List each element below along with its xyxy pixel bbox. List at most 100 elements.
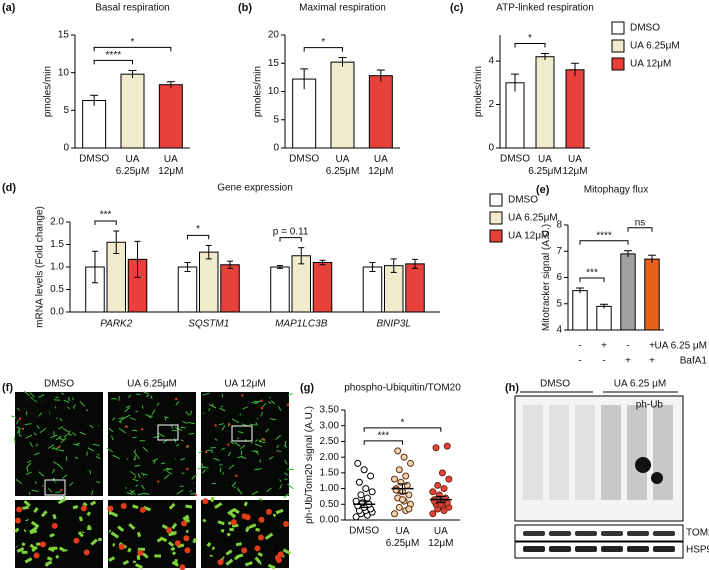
data-point: [407, 459, 414, 467]
y-tick-label: 1.5: [50, 239, 64, 250]
y-axis-label: pmoles/min: [473, 66, 484, 117]
ph-ub-spot: [80, 505, 87, 512]
hsp90-band: [549, 546, 571, 552]
tom20-band: [601, 531, 623, 536]
data-point: [405, 505, 413, 513]
row-sign: -: [602, 356, 605, 367]
significance-bracket: [303, 47, 343, 52]
lane-smear: [653, 405, 673, 500]
panel-label: (c): [450, 2, 464, 14]
ph-ub-spot: [120, 503, 127, 510]
y-tick-label: 5: [63, 105, 69, 116]
micrograph: [15, 392, 103, 496]
ph-ub-spot: [33, 552, 40, 559]
y-tick-label: 5: [556, 298, 562, 309]
blot-frame: [514, 524, 684, 542]
x-tick-label: MAP1LC3B: [275, 319, 328, 330]
bar: [565, 69, 585, 149]
ph-ub-spot: [174, 540, 181, 547]
panel-label: (b): [238, 2, 252, 14]
image-column-label: UA 6.25μM: [127, 379, 177, 390]
x-tick-label: PARK2: [100, 319, 132, 330]
ph-ub-spot: [107, 505, 114, 512]
bar: [270, 266, 290, 313]
zoom-box: [157, 424, 179, 441]
ph-ub-spot: [18, 417, 22, 420]
panel-label: (d): [2, 182, 16, 194]
hsp90-band: [653, 546, 675, 552]
row-label: UA 6.25 μM: [655, 341, 707, 352]
y-axis-label: pmoles/min: [43, 66, 54, 117]
bar: [120, 73, 145, 149]
ph-ub-spot: [186, 444, 189, 448]
significance-label: ***: [586, 268, 598, 279]
chart-title: ATP-linked respiration: [496, 3, 594, 14]
legend-label: UA 6.25μM: [508, 213, 558, 224]
ph-ub-spot: [179, 564, 186, 570]
ph-ub-spot: [124, 425, 128, 428]
row-sign: +: [649, 356, 655, 367]
x-tick-label: UA 6.25μM: [116, 154, 150, 177]
channel-label: ph-Ub: [18, 397, 46, 408]
mitochondria: [10, 390, 101, 499]
ph-ub-spot: [265, 508, 272, 515]
legend-label: UA 12μM: [508, 231, 549, 242]
y-tick-label: 6: [556, 272, 562, 283]
significance-label: *: [131, 37, 135, 48]
zoom-box: [44, 479, 66, 496]
y-tick-label: 5: [273, 114, 279, 125]
data-point: [368, 488, 376, 496]
data-point: [400, 453, 408, 461]
mitochondria: [106, 391, 198, 496]
ph-ub-spot: [260, 399, 263, 402]
lane-smear: [523, 405, 543, 500]
data-point: [395, 503, 403, 511]
data-point: [394, 447, 402, 455]
y-tick-label: 3.50: [320, 405, 340, 416]
x-tick-label: DMSO: [289, 154, 319, 165]
y-tick-label: 2.00: [320, 452, 340, 463]
ph-ub-spot: [214, 424, 217, 427]
channel-label: TOM20: [18, 410, 52, 421]
row-sign: -: [626, 341, 629, 352]
row-sign: +: [625, 356, 631, 367]
ph-ub-spot: [227, 443, 230, 446]
ph-ub-spot: [257, 534, 264, 541]
legend-swatch: [611, 39, 625, 53]
y-axis-label: pmoles/min: [253, 66, 264, 117]
row-label: BafA1: [680, 356, 708, 367]
data-point: [391, 475, 398, 483]
ph-ub-spot: [262, 438, 266, 442]
hsp90-band: [627, 546, 649, 552]
ph-ub-spot: [283, 521, 290, 528]
bar: [644, 258, 660, 331]
significance-bracket: [93, 59, 133, 65]
data-point: [352, 513, 360, 521]
y-tick-label: 15: [58, 30, 70, 41]
significance-bracket: [94, 220, 117, 225]
ph-ub-spot: [230, 519, 237, 526]
panel-label: (g): [300, 382, 314, 394]
ph-ub-spot: [194, 493, 198, 496]
y-tick-label: 1.50: [320, 467, 340, 478]
x-tick-label: UA 12μM: [368, 154, 393, 177]
blot-group-label: DMSO: [540, 379, 570, 390]
legend-swatch: [489, 211, 503, 225]
band-label: HSP90: [686, 545, 709, 556]
y-axis-label: mRNA levels (Fold change): [35, 206, 46, 328]
significance-bracket: [186, 234, 210, 240]
ph-ub-spot: [184, 547, 191, 554]
micrograph: [201, 500, 289, 568]
micrograph: [15, 500, 103, 568]
ph-ub-spot: [241, 394, 244, 397]
x-tick-label: SQSTM1: [188, 319, 229, 330]
ph-ub-spot: [258, 516, 265, 523]
legend-label: DMSO: [630, 23, 660, 34]
ph-ub-spot: [274, 554, 281, 561]
tom20-band: [653, 531, 675, 536]
bar: [82, 100, 107, 149]
mitochondria: [197, 392, 294, 499]
bar: [405, 263, 425, 313]
x-tick-label: UA 12μM: [562, 154, 587, 177]
panel-label: (a): [2, 2, 16, 14]
